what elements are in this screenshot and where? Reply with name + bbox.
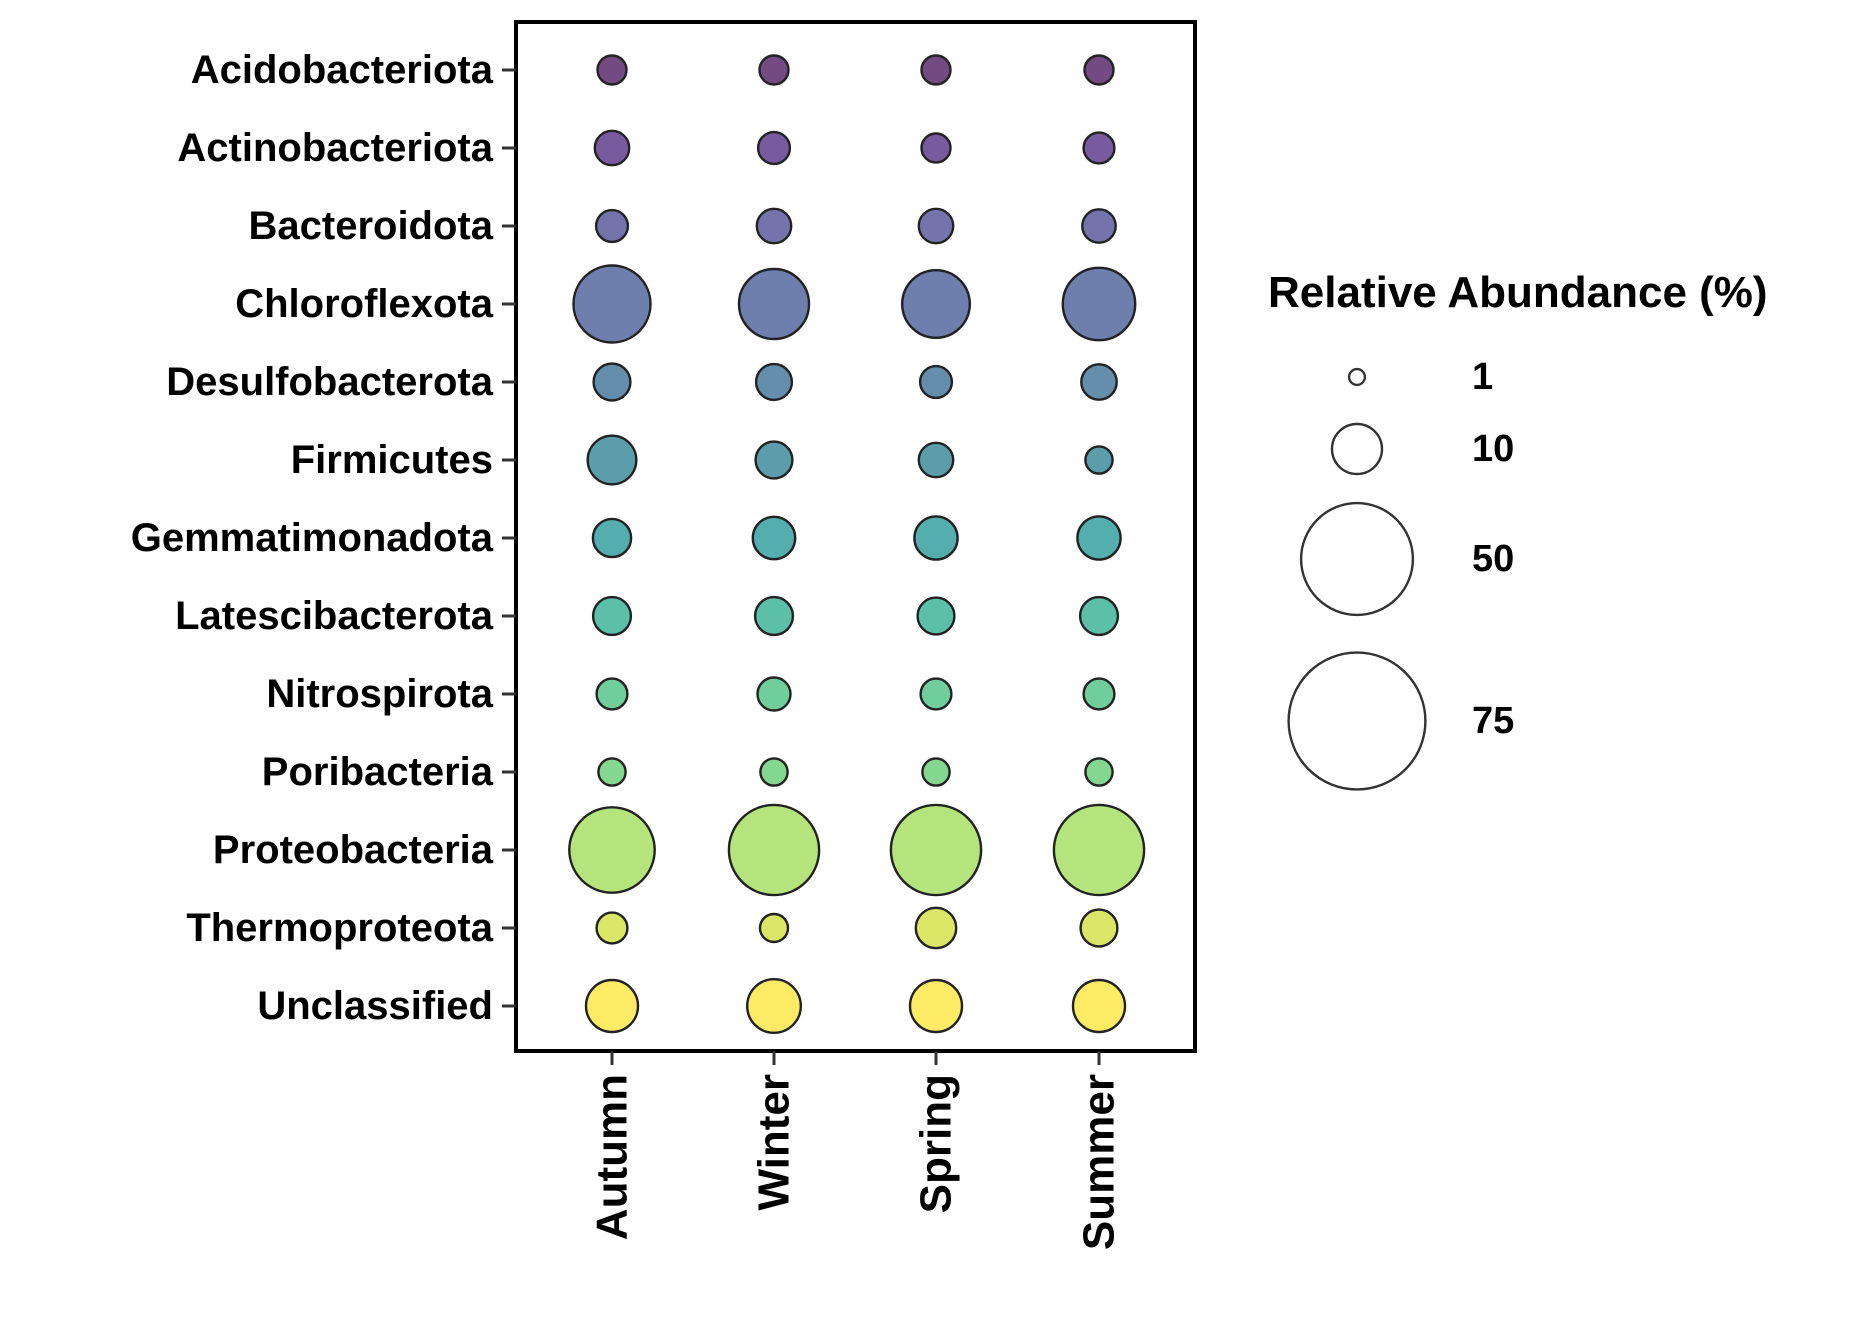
bubble-chloroflexota-winter (737, 267, 811, 341)
bubble-actinobacteriota-summer (1082, 131, 1116, 165)
bubble-thermoproteota-spring (914, 906, 958, 950)
y-tick-label: Gemmatimonadota (131, 516, 494, 560)
bubble-acidobacteriota-winter (758, 54, 790, 86)
y-tick-label: Proteobacteria (213, 828, 494, 872)
bubble-gemmatimonadota-winter (751, 515, 797, 561)
bubble-proteobacteria-summer (1052, 803, 1146, 897)
legend-label: 75 (1472, 700, 1514, 742)
legend-key-75 (1287, 651, 1427, 791)
bubble-chloroflexota-spring (901, 269, 972, 340)
bubble-nitrospirota-winter (756, 676, 792, 712)
bubble-bacteroidota-autumn (594, 208, 630, 244)
bubble-firmicutes-winter (754, 440, 794, 480)
bubble-nitrospirota-autumn (595, 677, 629, 711)
y-tick-label: Poribacteria (262, 750, 494, 794)
y-tick-label: Acidobacteriota (191, 48, 494, 92)
bubble-poribacteria-autumn (597, 757, 627, 787)
legend-label: 1 (1472, 356, 1493, 398)
legend-label: 50 (1472, 538, 1514, 580)
bubble-bacteroidota-summer (1081, 208, 1117, 244)
bubble-latescibacterota-winter (753, 595, 795, 637)
bubble-firmicutes-autumn (586, 434, 638, 486)
legend-items: 1 10 50 75 (1287, 356, 1514, 791)
bubble-thermoproteota-summer (1079, 908, 1119, 948)
bubble-actinobacteriota-winter (756, 130, 792, 166)
x-tick-label: Spring (912, 1074, 961, 1213)
y-tick-label: Actinobacteriota (177, 126, 493, 170)
bubble-acidobacteriota-autumn (596, 54, 628, 86)
bubble-desulfobacterota-summer (1080, 363, 1118, 401)
bubble-firmicutes-spring (917, 441, 955, 479)
bubble-latescibacterota-autumn (591, 595, 633, 637)
bubble-gemmatimonadota-summer (1076, 515, 1122, 561)
bubble-desulfobacterota-autumn (592, 362, 632, 402)
legend-key-1 (1347, 367, 1367, 387)
bubble-unclassified-summer (1071, 978, 1127, 1034)
bubble-actinobacteriota-autumn (593, 129, 631, 167)
bubble-gemmatimonadota-autumn (591, 517, 633, 559)
y-axis: Acidobacteriota Actinobacteriota Bacteroid… (131, 48, 516, 1028)
bubble-poribacteria-summer (1084, 757, 1114, 787)
bubble-acidobacteriota-spring (920, 54, 952, 86)
bubble-nitrospirota-spring (919, 677, 953, 711)
size-legend: Relative Abundance (%) 1 10 50 75 (1268, 268, 1768, 791)
legend-key-10 (1330, 422, 1384, 476)
y-tick-label: Firmicutes (291, 438, 493, 482)
bubble-unclassified-winter (746, 978, 803, 1035)
bubble-latescibacterota-summer (1078, 595, 1120, 637)
legend-title: Relative Abundance (%) (1268, 268, 1768, 317)
x-axis: Autumn Winter Spring Summer (588, 1051, 1124, 1250)
bubble-bacteroidota-spring (917, 207, 955, 245)
y-tick-label: Unclassified (257, 984, 493, 1028)
legend-key-50 (1299, 501, 1415, 617)
bubble-poribacteria-winter (759, 757, 789, 787)
bubble-firmicutes-summer (1084, 445, 1114, 475)
bubble-proteobacteria-winter (727, 803, 821, 897)
bubble-desulfobacterota-spring (918, 364, 954, 400)
y-tick-label: Chloroflexota (235, 282, 494, 326)
bubble-layer (568, 54, 1146, 1035)
y-tick-label: Latescibacterota (175, 594, 494, 638)
x-tick-label: Winter (750, 1074, 799, 1211)
bubble-acidobacteriota-summer (1083, 54, 1115, 86)
y-tick-label: Nitrospirota (266, 672, 493, 716)
y-tick-label: Thermoproteota (186, 906, 493, 950)
bubble-thermoproteota-winter (758, 912, 790, 944)
legend-label: 10 (1472, 428, 1514, 470)
bubble-unclassified-spring (908, 978, 964, 1034)
bubble-poribacteria-spring (921, 757, 951, 787)
bubble-latescibacterota-spring (916, 596, 956, 636)
bubble-unclassified-autumn (584, 978, 640, 1034)
x-tick-label: Summer (1075, 1074, 1124, 1250)
bubble-chloroflexota-autumn (572, 264, 652, 344)
x-tick-label: Autumn (588, 1074, 637, 1240)
bubble-thermoproteota-autumn (595, 911, 629, 945)
bubble-chloroflexota-summer (1061, 266, 1137, 342)
y-tick-label: Desulfobacterota (166, 360, 493, 404)
bubble-actinobacteriota-spring (920, 132, 952, 164)
bubble-gemmatimonadota-spring (913, 515, 959, 561)
y-tick-label: Bacteroidota (249, 204, 494, 248)
bubble-nitrospirota-summer (1082, 677, 1116, 711)
bubble-bacteroidota-winter (755, 207, 793, 245)
bubble-proteobacteria-spring (889, 803, 983, 897)
bubble-proteobacteria-autumn (568, 806, 656, 894)
bubble-desulfobacterota-winter (754, 362, 794, 402)
